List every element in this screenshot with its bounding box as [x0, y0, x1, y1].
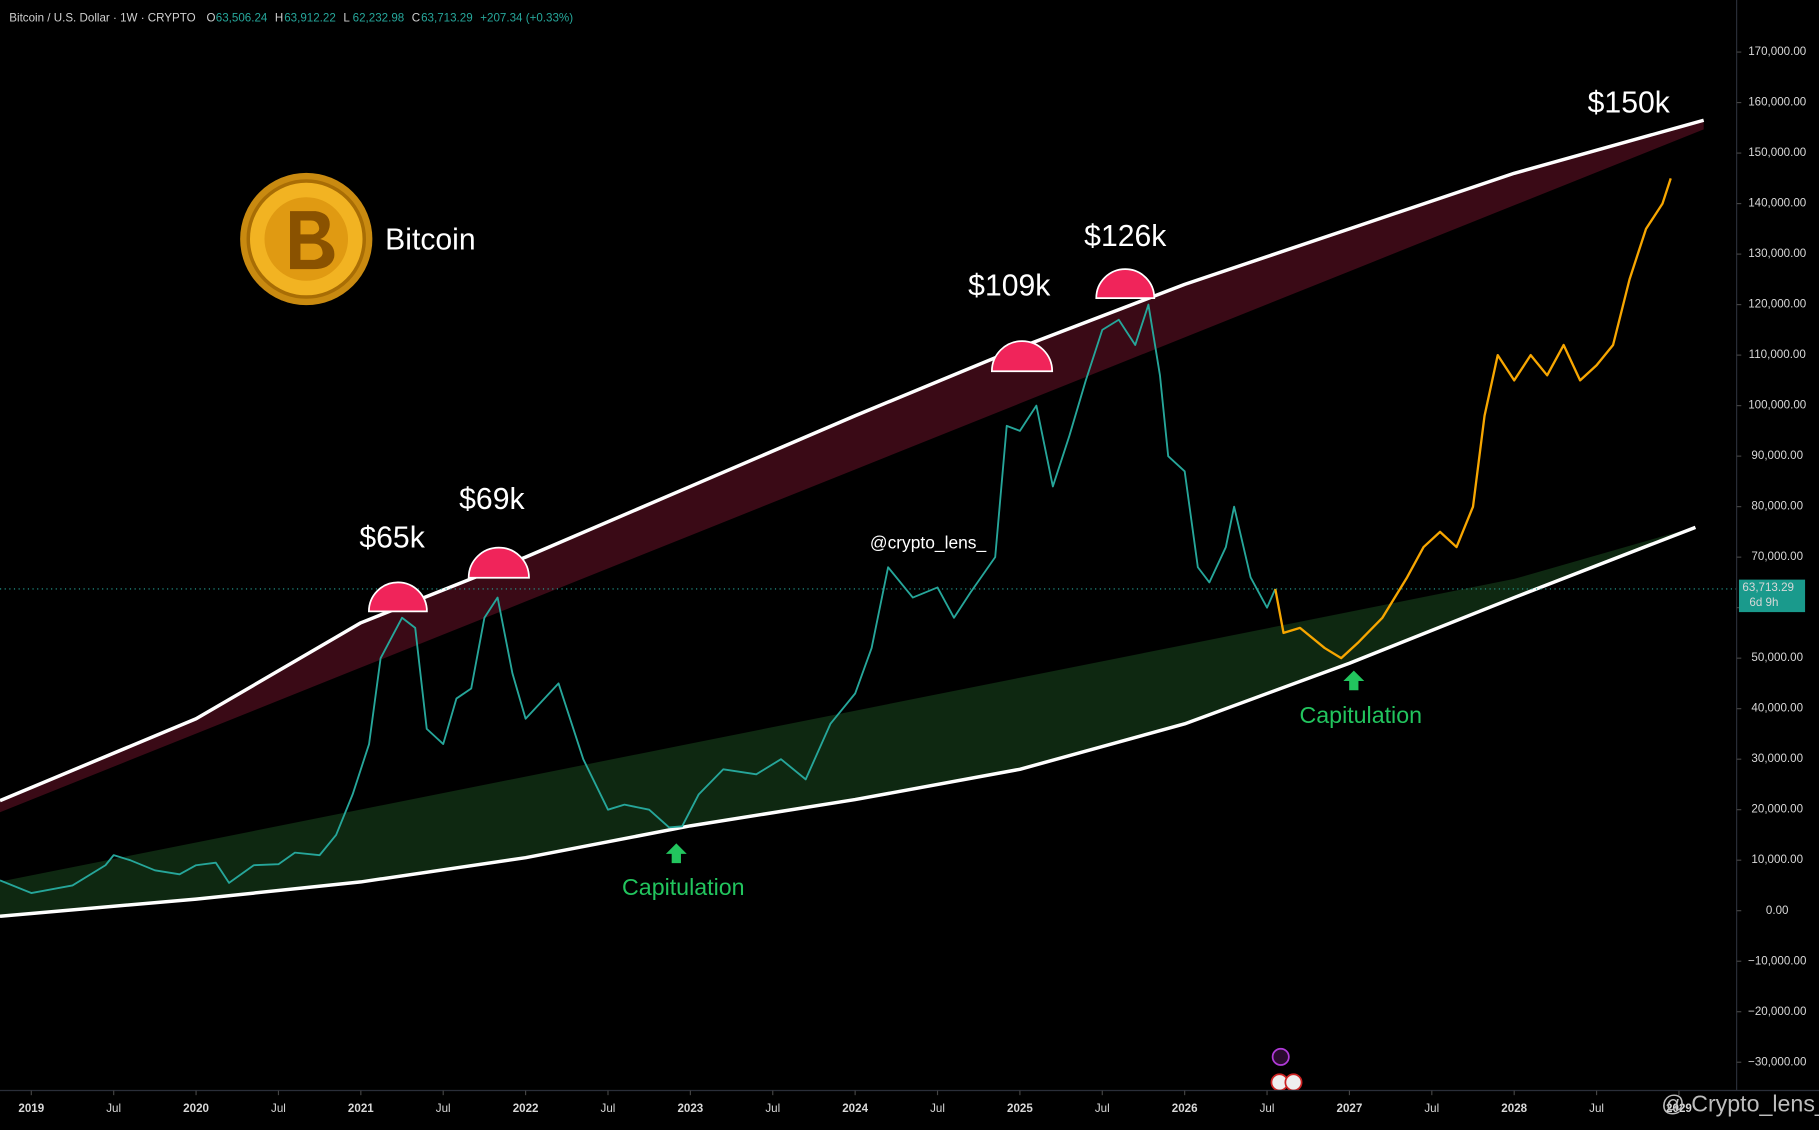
watermark: @ Crypto_lens_ — [1661, 1091, 1819, 1117]
time-axis[interactable] — [0, 1090, 1819, 1130]
ohlc-key: C — [412, 12, 420, 25]
y-tick-label: 50,000.00 — [1751, 651, 1803, 664]
symbol-title[interactable]: Bitcoin / U.S. Dollar · 1W · CRYPTO — [9, 12, 195, 25]
annotation: Bitcoin — [385, 223, 476, 256]
annotation: $150k — [1588, 86, 1671, 119]
y-tick-label: 10,000.00 — [1751, 853, 1803, 866]
price-line — [1274, 177, 1672, 660]
y-tick-label: 120,000.00 — [1748, 298, 1806, 311]
icon[interactable] — [1271, 1047, 1290, 1066]
y-tick-label: 40,000.00 — [1751, 702, 1803, 715]
annotation: Capitulation — [1300, 702, 1422, 728]
peak-marker — [990, 340, 1054, 373]
x-tick-label: Jul — [1589, 1102, 1604, 1115]
x-tick-label: 2023 — [677, 1102, 703, 1115]
peak-marker — [1095, 268, 1156, 300]
x-tick-label: Jul — [106, 1102, 121, 1115]
annotation: $69k — [459, 483, 525, 516]
annotation: Capitulation — [622, 874, 744, 900]
x-tick-label: 2021 — [348, 1102, 374, 1115]
annotation: $65k — [359, 521, 425, 554]
ohlc-value: 62,232.98 — [353, 12, 405, 25]
price-tag — [1738, 579, 1806, 613]
y-tick-label: −20,000.00 — [1748, 1005, 1806, 1018]
bitcoin-logo — [240, 172, 373, 306]
x-tick-label: 2028 — [1501, 1102, 1527, 1115]
x-tick-label: 2025 — [1007, 1102, 1033, 1115]
annotation: @crypto_lens_ — [870, 533, 987, 553]
x-tick-label: 2027 — [1337, 1102, 1363, 1115]
y-tick-label: 170,000.00 — [1748, 45, 1806, 58]
y-tick-label: 100,000.00 — [1748, 399, 1806, 412]
y-tick-label: 0.00 — [1766, 904, 1789, 917]
peak-marker — [368, 581, 428, 613]
price-tag-countdown: 6d 9h — [1749, 596, 1778, 609]
price-line — [0, 525, 1697, 918]
x-tick-label: Jul — [1095, 1102, 1110, 1115]
ohlc-key: O — [206, 12, 215, 25]
y-tick-label: −30,000.00 — [1748, 1055, 1806, 1068]
x-tick-label: Jul — [601, 1102, 616, 1115]
price-tag-label: 63,713.29 — [1742, 581, 1794, 594]
y-tick-label: 130,000.00 — [1748, 247, 1806, 260]
peak-marker — [467, 546, 530, 579]
x-tick-label: 2019 — [18, 1102, 44, 1115]
y-tick-label: 80,000.00 — [1751, 500, 1803, 513]
band-fill — [0, 526, 1696, 917]
arrow-up — [1343, 670, 1365, 691]
x-tick-label: 2022 — [513, 1102, 539, 1115]
x-tick-label: Jul — [436, 1102, 451, 1115]
band-fill — [0, 120, 1704, 813]
x-tick-label: 2029 — [1666, 1102, 1692, 1115]
annotation: $126k — [1084, 220, 1167, 253]
y-tick-label: 70,000.00 — [1751, 550, 1803, 563]
change: +207.34 (+0.33%) — [480, 12, 573, 25]
price-axis[interactable] — [1736, 0, 1819, 1130]
x-tick-label: Jul — [765, 1102, 780, 1115]
price-line — [0, 118, 1705, 803]
y-tick-label: 140,000.00 — [1748, 197, 1806, 210]
ohlc-value: 63,506.24 — [216, 12, 268, 25]
y-tick-label: −10,000.00 — [1748, 954, 1806, 967]
y-tick-label: 150,000.00 — [1748, 146, 1806, 159]
ohlc-value: 63,912.22 — [284, 12, 336, 25]
x-tick-label: 2024 — [842, 1102, 868, 1115]
x-tick-label: Jul — [1424, 1102, 1439, 1115]
ohlc-key: L — [343, 12, 350, 25]
x-tick-label: Jul — [930, 1102, 945, 1115]
ohlc-key: H — [275, 12, 283, 25]
y-tick-label: 90,000.00 — [1751, 449, 1803, 462]
arrow-up — [665, 843, 687, 864]
y-tick-label: 30,000.00 — [1751, 752, 1803, 765]
x-tick-label: Jul — [271, 1102, 286, 1115]
y-tick-label: 110,000.00 — [1749, 348, 1806, 361]
price-line — [0, 303, 1277, 894]
y-tick-label: 20,000.00 — [1751, 803, 1803, 816]
annotation: $109k — [968, 270, 1051, 303]
x-tick-label: 2026 — [1172, 1102, 1198, 1115]
y-tick-label: 160,000.00 — [1748, 96, 1806, 109]
x-tick-label: 2020 — [183, 1102, 209, 1115]
ohlc-value: 63,713.29 — [421, 12, 473, 25]
icon[interactable] — [1284, 1073, 1303, 1092]
x-tick-label: Jul — [1260, 1102, 1275, 1115]
